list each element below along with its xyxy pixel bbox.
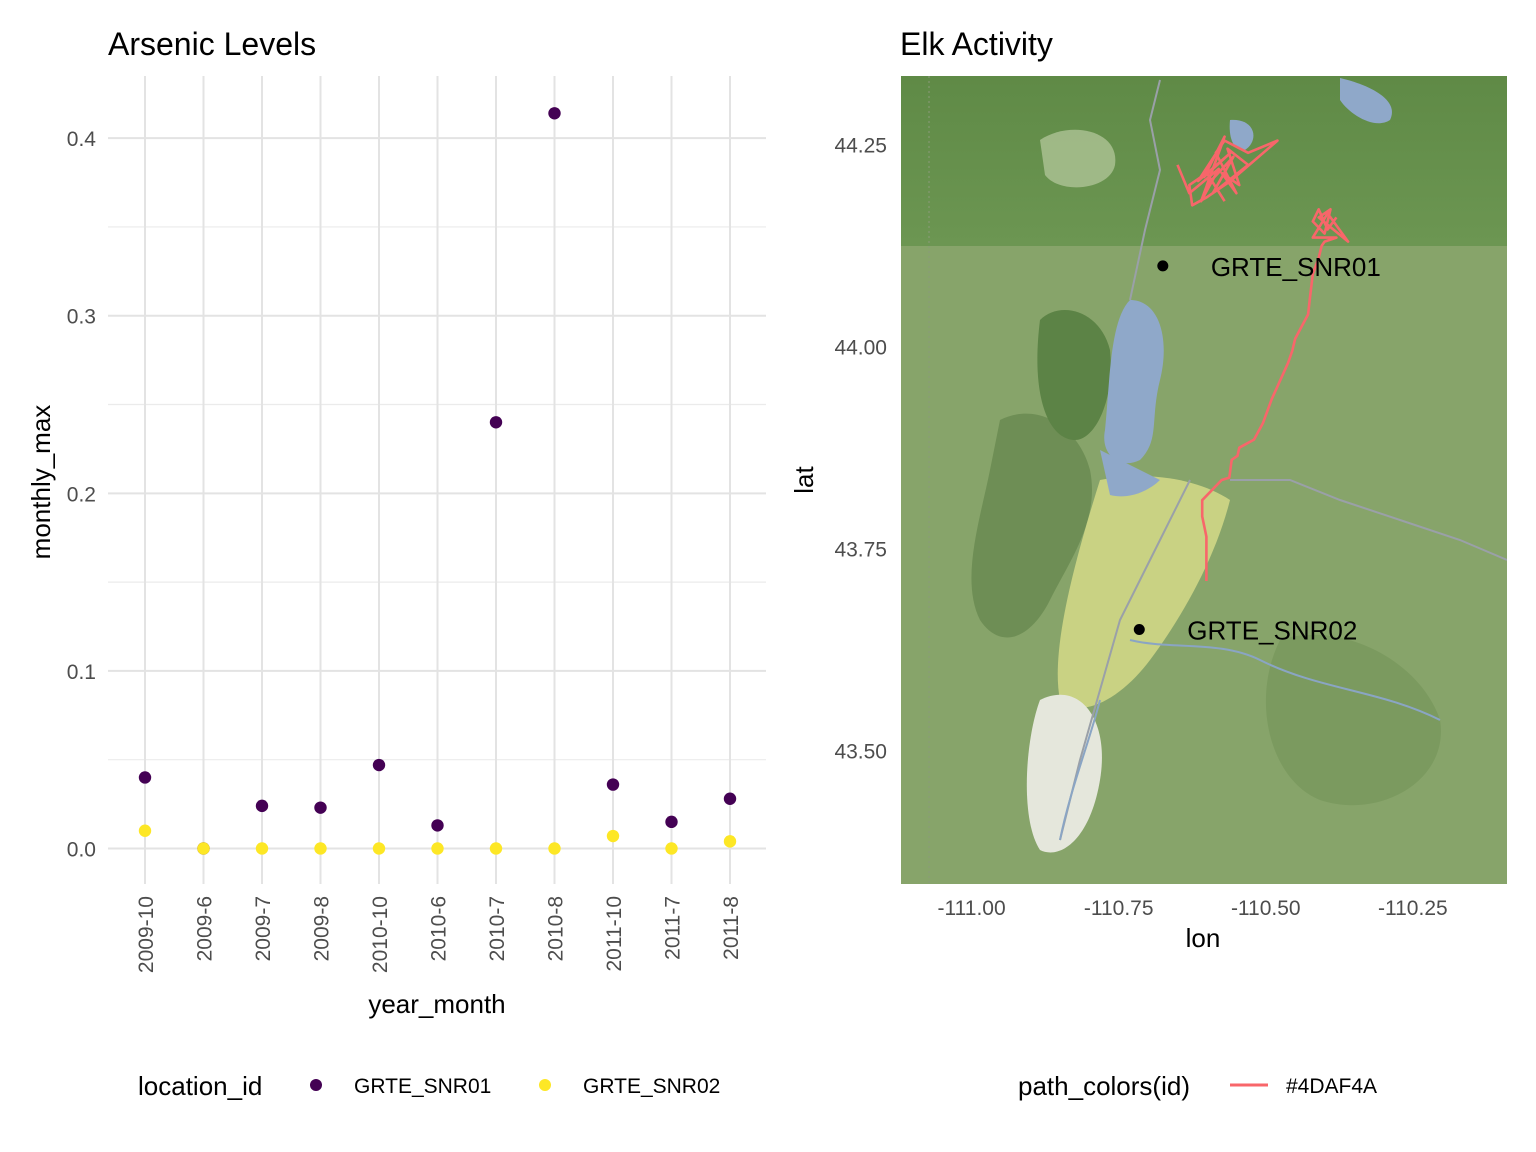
arsenic-point-grte-snr01 [138, 771, 152, 784]
elk-legend: path_colors(id) #4DAF4A [1018, 1071, 1377, 1101]
elk-x-axis-label: lon [1186, 923, 1221, 953]
arsenic-x-tick-label: 2009-10 [135, 896, 158, 973]
elk-x-tick-label: -110.75 [1084, 897, 1154, 920]
elk-legend-title: path_colors(id) [1018, 1071, 1190, 1101]
arsenic-y-tick-label: 0.3 [67, 306, 96, 329]
elk-track [1200, 208, 1350, 581]
elk-x-tick-label: -110.25 [1378, 897, 1448, 920]
arsenic-point-grte-snr02 [548, 842, 561, 855]
arsenic-point-grte-snr01 [431, 819, 444, 832]
arsenic-x-tick-label: 2011-10 [603, 896, 626, 972]
elk-points: GRTE_SNR01 GRTE_SNR02 [1133, 252, 1381, 645]
arsenic-y-tick-label: 0.4 [67, 128, 97, 151]
elk-x-tick-label: -110.50 [1231, 897, 1301, 920]
arsenic-x-tick-label: 2010-7 [486, 896, 509, 961]
arsenic-x-tick-label: 2009-6 [194, 896, 217, 961]
legend-label-grte-snr01: GRTE_SNR01 [354, 1075, 491, 1098]
arsenic-point-grte-snr02 [255, 842, 269, 855]
arsenic-point-grte-snr01 [606, 778, 620, 791]
site-point [1157, 260, 1169, 272]
arsenic-x-tick-label: 2010-8 [545, 896, 568, 961]
arsenic-point-grte-snr01 [372, 758, 386, 772]
map-background [901, 76, 1507, 884]
elk-y-tick-label: 43.75 [834, 539, 887, 562]
arsenic-legend: location_id GRTE_SNR01 GRTE_SNR02 [138, 1071, 720, 1101]
arsenic-x-tick-label: 2011-7 [662, 896, 685, 960]
arsenic-y-axis-label: monthly_max [26, 405, 56, 560]
elk-y-tick-labels: 43.50 43.75 44.00 44.25 [834, 135, 887, 764]
arsenic-point-grte-snr01 [489, 416, 503, 429]
arsenic-points [138, 107, 737, 855]
arsenic-gridlines [108, 76, 766, 884]
arsenic-point-grte-snr02 [138, 824, 152, 837]
elk-paths [1176, 135, 1350, 581]
legend-label-path: #4DAF4A [1286, 1075, 1377, 1098]
arsenic-point-grte-snr01 [548, 107, 561, 120]
arsenic-point-grte-snr02 [665, 842, 678, 855]
arsenic-x-tick-label: 2010-6 [428, 896, 451, 961]
arsenic-x-tick-label: 2010-10 [369, 896, 392, 973]
elk-y-tick-label: 44.25 [834, 135, 887, 158]
arsenic-point-grte-snr01 [665, 815, 678, 829]
arsenic-title: Arsenic Levels [108, 26, 316, 62]
arsenic-y-tick-label: 0.2 [67, 483, 96, 506]
elk-x-tick-labels: -111.00 -110.75 -110.50 -110.25 [938, 897, 1448, 920]
arsenic-point-grte-snr01 [255, 799, 269, 813]
elk-x-tick-label: -111.00 [938, 897, 1006, 920]
arsenic-y-tick-label: 0.0 [67, 838, 96, 861]
legend-key-grte-snr02 [539, 1079, 551, 1091]
elk-title: Elk Activity [900, 26, 1053, 62]
arsenic-panel: Arsenic Levels 0.00.10.20.30.4 2009-10 20… [26, 26, 766, 1101]
arsenic-point-grte-snr02 [431, 842, 444, 855]
site-point [1133, 623, 1145, 635]
legend-label-grte-snr02: GRTE_SNR02 [583, 1075, 720, 1098]
elk-y-tick-label: 44.00 [834, 337, 887, 360]
arsenic-point-grte-snr02 [723, 835, 737, 848]
arsenic-point-grte-snr01 [314, 801, 327, 814]
arsenic-x-axis-label: year_month [368, 989, 505, 1019]
arsenic-y-tick-labels: 0.0 0.1 0.2 0.3 0.4 [67, 128, 97, 861]
elk-track [1176, 135, 1279, 207]
arsenic-x-tick-label: 2011-8 [720, 896, 743, 960]
arsenic-point-grte-snr02 [489, 842, 503, 855]
arsenic-x-tick-labels: 2009-10 2009-6 2009-7 2009-8 2010-10 2010-6 20… [135, 896, 743, 973]
legend-key-grte-snr01 [310, 1079, 322, 1091]
arsenic-legend-title: location_id [138, 1071, 262, 1101]
site-label: GRTE_SNR02 [1187, 615, 1357, 645]
arsenic-point-grte-snr02 [372, 842, 386, 855]
elk-y-tick-label: 43.50 [834, 741, 887, 764]
arsenic-x-tick-label: 2009-8 [311, 896, 334, 961]
arsenic-point-grte-snr02 [314, 842, 327, 855]
arsenic-x-tick-label: 2009-7 [252, 896, 275, 961]
arsenic-y-tick-label: 0.1 [67, 661, 96, 684]
arsenic-point-grte-snr01 [723, 792, 737, 805]
elk-y-axis-label: lat [789, 465, 819, 493]
arsenic-point-grte-snr02 [606, 829, 620, 843]
arsenic-point-grte-snr02 [197, 842, 210, 855]
site-label: GRTE_SNR01 [1211, 252, 1381, 282]
